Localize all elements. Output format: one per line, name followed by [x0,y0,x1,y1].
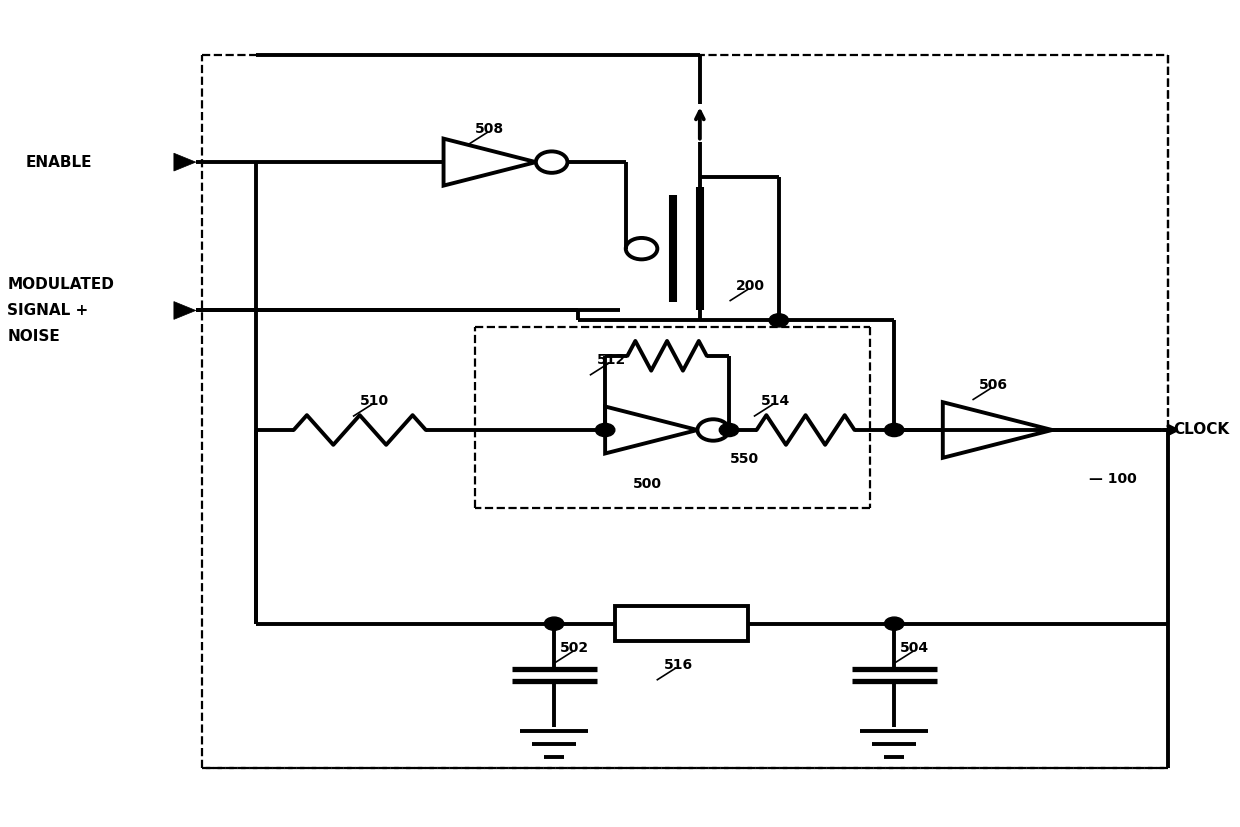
Text: MODULATED: MODULATED [7,276,114,292]
Circle shape [884,617,904,630]
Text: 504: 504 [900,642,930,656]
Text: 500: 500 [634,476,662,490]
Circle shape [544,617,564,630]
Polygon shape [174,153,196,171]
Text: 506: 506 [980,378,1008,392]
Text: 508: 508 [475,122,505,136]
Bar [615,606,749,641]
Circle shape [884,423,904,437]
Polygon shape [174,302,196,319]
Text: 510: 510 [360,394,389,409]
Text: 502: 502 [560,642,589,656]
Text: 200: 200 [737,279,765,293]
Circle shape [719,423,739,437]
Circle shape [769,313,789,327]
Text: 516: 516 [663,658,693,672]
Text: CLOCK: CLOCK [1173,423,1230,437]
Text: SIGNAL +: SIGNAL + [7,303,89,318]
Circle shape [595,423,615,437]
Text: NOISE: NOISE [7,329,61,344]
Text: 550: 550 [730,452,759,466]
Text: ENABLE: ENABLE [26,155,92,170]
Text: — 100: — 100 [1089,472,1136,486]
Text: 514: 514 [760,394,790,409]
Text: 512: 512 [596,353,626,367]
